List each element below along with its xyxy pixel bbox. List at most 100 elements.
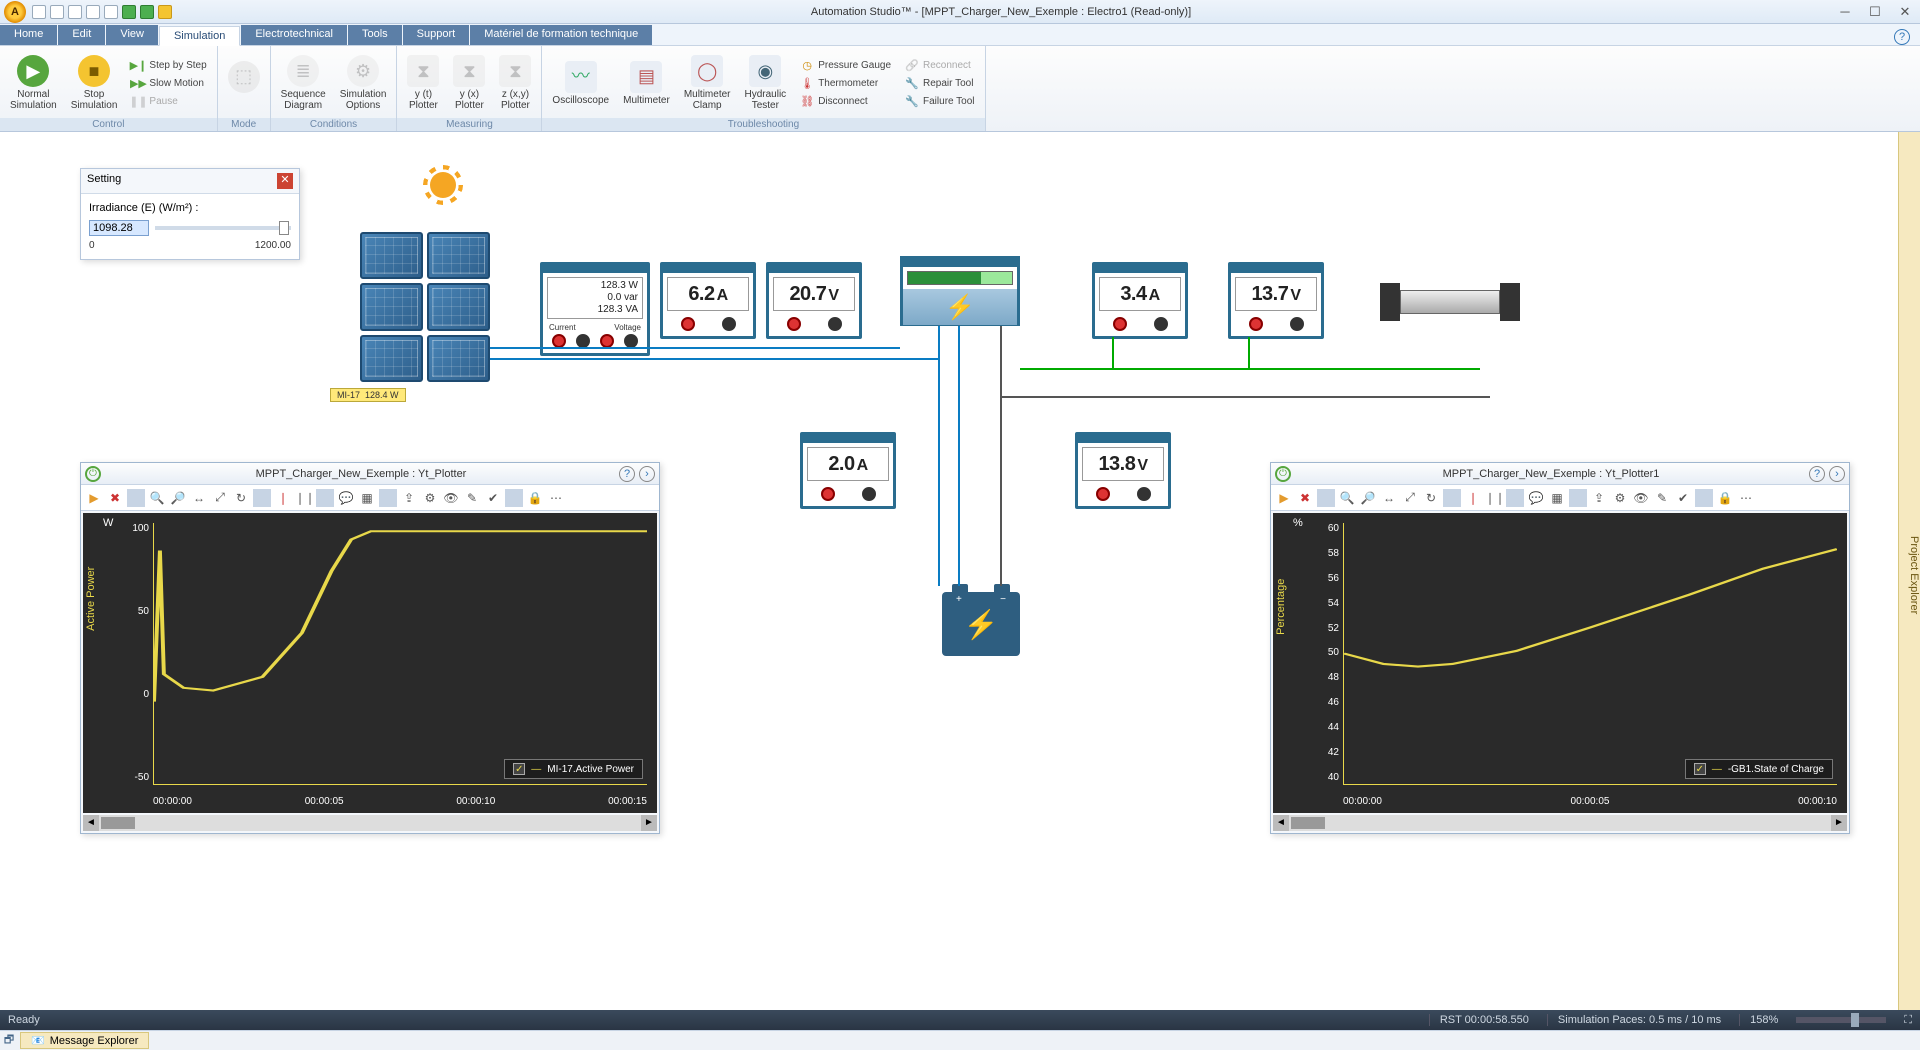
qat-stop-icon[interactable] — [158, 5, 172, 19]
zoom-out-icon[interactable]: 🔎 — [1359, 491, 1377, 505]
meter-v-bat[interactable]: 13.8V — [1075, 432, 1171, 509]
meter-i-out[interactable]: 3.4A — [1092, 262, 1188, 339]
failure-tool-button[interactable]: 🔧Failure Tool — [901, 93, 979, 109]
multimeter-button[interactable]: ▤Multimeter — [619, 59, 674, 108]
plotter-window-right[interactable]: ⏻ MPPT_Charger_New_Exemple : Yt_Plotter1… — [1270, 462, 1850, 834]
zoom-fit-icon[interactable]: ⛶ — [1904, 1014, 1912, 1027]
tool-icon[interactable]: ✎ — [1653, 491, 1671, 505]
gear-icon[interactable]: ⚙ — [421, 491, 439, 505]
meter-v-out[interactable]: 13.7V — [1228, 262, 1324, 339]
minimize-button[interactable]: ─ — [1830, 4, 1860, 20]
check-icon[interactable]: ✔ — [1674, 491, 1692, 505]
horizontal-scrollbar[interactable]: ◄► — [1273, 815, 1847, 831]
meter-v-pv[interactable]: 20.7V — [766, 262, 862, 339]
zoom-in-icon[interactable]: 🔍 — [1338, 491, 1356, 505]
tab-edit[interactable]: Edit — [58, 25, 105, 45]
irradiance-input[interactable] — [89, 220, 149, 236]
oscilloscope-button[interactable]: 〰Oscilloscope — [548, 59, 613, 108]
zoom-out-icon[interactable]: 🔎 — [169, 491, 187, 505]
meter-i-pv[interactable]: 6.2A — [660, 262, 756, 339]
qat-redo-icon[interactable] — [68, 5, 82, 19]
mppt-controller[interactable]: ⚡ — [900, 256, 1020, 326]
qat-icon[interactable] — [104, 5, 118, 19]
marker2-icon[interactable]: ❘❘ — [1485, 491, 1503, 505]
more-icon[interactable]: ⋯ — [1737, 491, 1755, 505]
qat-run-icon[interactable] — [122, 5, 136, 19]
power-icon[interactable]: ⏻ — [85, 466, 101, 482]
power-meter[interactable]: 128.3 W 0.0 var 128.3 VA CurrentVoltage — [540, 262, 650, 356]
message-explorer-tab[interactable]: 📧Message Explorer — [20, 1032, 149, 1049]
eye-icon[interactable]: 👁 — [442, 491, 460, 505]
qat-icon[interactable] — [86, 5, 100, 19]
help-icon[interactable]: ? — [619, 466, 635, 482]
pan-icon[interactable]: ↔ — [1380, 491, 1398, 505]
irradiance-slider[interactable] — [155, 226, 291, 230]
close-icon[interactable]: ✕ — [277, 173, 293, 189]
grid-icon[interactable]: ▦ — [1548, 491, 1566, 505]
gear-icon[interactable]: ⚙ — [1611, 491, 1629, 505]
disconnect-button[interactable]: ⛓Disconnect — [796, 93, 895, 109]
tab-support[interactable]: Support — [403, 25, 470, 45]
help-icon[interactable]: ? — [1894, 29, 1910, 45]
zoom-slider[interactable] — [1796, 1017, 1886, 1023]
status-zoom[interactable]: 158% — [1739, 1014, 1778, 1026]
plotter-window-left[interactable]: ⏻ MPPT_Charger_New_Exemple : Yt_Plotter … — [80, 462, 660, 834]
tool-icon[interactable]: ↻ — [232, 491, 250, 505]
meter-i-bat[interactable]: 2.0A — [800, 432, 896, 509]
step-by-step-button[interactable]: ▶❙Step by Step — [127, 57, 210, 73]
clear-icon[interactable]: ✖ — [106, 491, 124, 505]
tab-simulation[interactable]: Simulation — [159, 26, 240, 46]
maximize-button[interactable]: ☐ — [1860, 4, 1890, 20]
tab-matériel-de-formation-technique[interactable]: Matériel de formation technique — [470, 25, 652, 45]
fit-icon[interactable]: ⤢ — [1401, 490, 1419, 505]
battery[interactable]: +− ⚡ — [942, 592, 1020, 656]
export-icon[interactable]: ⇪ — [400, 491, 418, 505]
eye-icon[interactable]: 👁 — [1632, 491, 1650, 505]
check-icon[interactable]: ✔ — [484, 491, 502, 505]
zoom-in-icon[interactable]: 🔍 — [148, 491, 166, 505]
marker-icon[interactable]: ❘ — [1464, 491, 1482, 505]
qat-pause-icon[interactable] — [140, 5, 154, 19]
stop-simulation-button[interactable]: ■ Stop Simulation — [67, 53, 122, 113]
close-button[interactable]: ✕ — [1890, 4, 1920, 20]
thermometer-button[interactable]: 🌡Thermometer — [796, 75, 895, 91]
clear-icon[interactable]: ✖ — [1296, 491, 1314, 505]
pv-array[interactable] — [360, 232, 490, 382]
load-resistor[interactable] — [1380, 282, 1520, 322]
more-icon[interactable]: ⋯ — [547, 491, 565, 505]
slow-motion-button[interactable]: ▶▶Slow Motion — [127, 75, 210, 91]
qat-undo-icon[interactable] — [50, 5, 64, 19]
tab-view[interactable]: View — [106, 25, 158, 45]
tab-electrotechnical[interactable]: Electrotechnical — [241, 25, 347, 45]
expand-icon[interactable]: › — [1829, 466, 1845, 482]
qat-save-icon[interactable] — [32, 5, 46, 19]
workspace-canvas[interactable]: Project Explorer Setting✕ Irradiance (E)… — [0, 132, 1920, 1010]
chart-legend[interactable]: ✓—MI-17.Active Power — [504, 759, 643, 779]
project-explorer-tab[interactable]: Project Explorer — [1898, 132, 1920, 1010]
lock-icon[interactable]: 🔒 — [1716, 491, 1734, 505]
help-icon[interactable]: ? — [1809, 466, 1825, 482]
repair-tool-button[interactable]: 🔧Repair Tool — [901, 75, 979, 91]
horizontal-scrollbar[interactable]: ◄► — [83, 815, 657, 831]
grid-icon[interactable]: ▦ — [358, 491, 376, 505]
pan-icon[interactable]: ↔ — [190, 491, 208, 505]
tool-icon[interactable]: ↻ — [1422, 491, 1440, 505]
play-icon[interactable]: ▶ — [1275, 491, 1293, 505]
tab-home[interactable]: Home — [0, 25, 57, 45]
setting-panel[interactable]: Setting✕ Irradiance (E) (W/m²) : 01200.0… — [80, 168, 300, 260]
plotter-toolbar[interactable]: ▶ ✖ 🔍🔎 ↔⤢ ↻ ❘❘❘ 💬▦ ⇪⚙👁 ✎✔ 🔒⋯ — [1271, 485, 1849, 511]
fit-icon[interactable]: ⤢ — [211, 490, 229, 505]
plotter-toolbar[interactable]: ▶ ✖ 🔍🔎 ↔⤢ ↻ ❘❘❘ 💬▦ ⇪⚙👁 ✎✔ 🔒⋯ — [81, 485, 659, 511]
chart-legend[interactable]: ✓—-GB1.State of Charge — [1685, 759, 1833, 779]
pressure-gauge-button[interactable]: ◷Pressure Gauge — [796, 57, 895, 73]
power-icon[interactable]: ⏻ — [1275, 466, 1291, 482]
multimeter-clamp-button[interactable]: ◯Multimeter Clamp — [680, 53, 735, 113]
lock-icon[interactable]: 🔒 — [526, 491, 544, 505]
normal-simulation-button[interactable]: ▶ Normal Simulation — [6, 53, 61, 113]
note-icon[interactable]: 💬 — [1527, 491, 1545, 505]
tab-tools[interactable]: Tools — [348, 25, 402, 45]
play-icon[interactable]: ▶ — [85, 491, 103, 505]
marker-icon[interactable]: ❘ — [274, 491, 292, 505]
expand-icon[interactable]: › — [639, 466, 655, 482]
hydraulic-tester-button[interactable]: ◉Hydraulic Tester — [741, 53, 791, 113]
